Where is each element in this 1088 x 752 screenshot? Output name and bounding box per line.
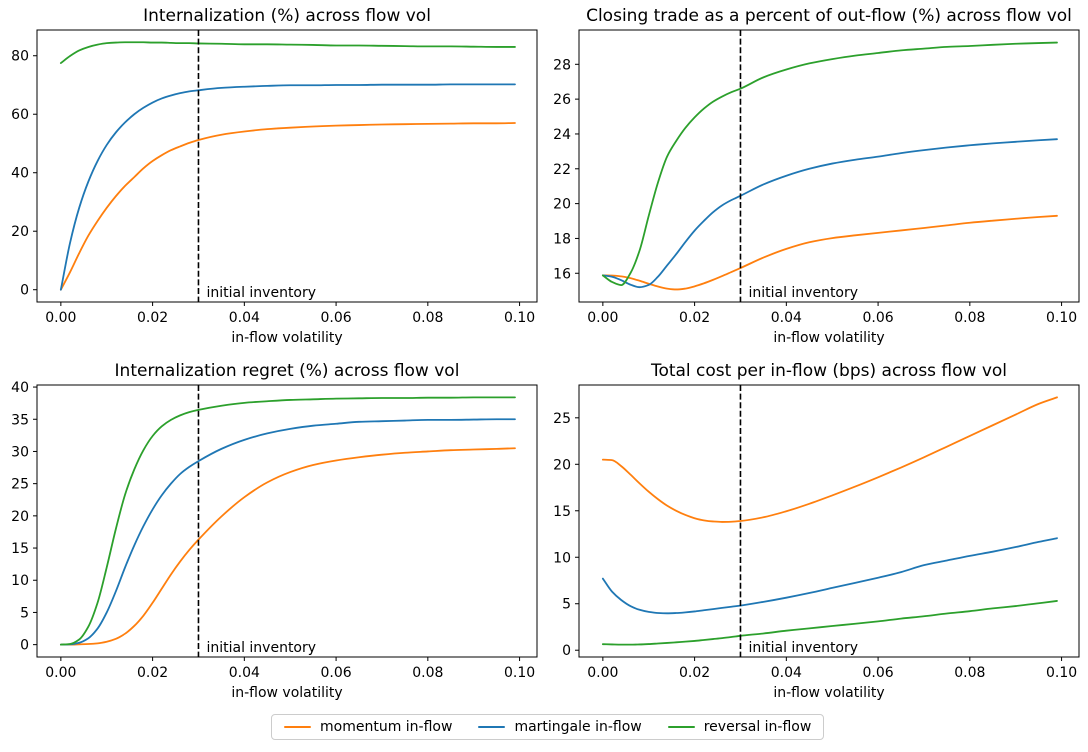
y-tick-label: 0 (20, 283, 29, 299)
y-tick-label: 25 (553, 411, 571, 427)
x-tick-label: 0.06 (862, 665, 893, 681)
x-tick-label: 0.04 (229, 665, 260, 681)
y-tick-label: 40 (11, 380, 29, 396)
legend-item-label: reversal in-flow (703, 719, 812, 735)
y-tick-label: 20 (11, 509, 29, 525)
y-tick-label: 20 (553, 457, 571, 473)
legend-item-label: momentum in-flow (320, 719, 453, 735)
x-tick-label: 0.02 (137, 310, 168, 326)
x-axis-label: in-flow volatility (773, 685, 884, 701)
series-line-reversal-in-flow (601, 600, 1058, 646)
y-tick-label: 5 (20, 605, 29, 621)
x-tick-label: 0.06 (320, 665, 351, 681)
x-tick-label: 0.02 (679, 665, 710, 681)
x-tick-label: 0.02 (679, 310, 710, 326)
subplot-0: Internalization (%) across flow vol in-fl… (11, 6, 538, 346)
y-tick-label: 35 (11, 412, 29, 428)
y-tick-label: 20 (11, 224, 29, 240)
subplot-1: Closing trade as a percent of out-flow (… (553, 6, 1080, 346)
series-line-martingale-in-flow (59, 418, 516, 646)
y-tick-label: 30 (11, 444, 29, 460)
series-line-reversal-in-flow (601, 41, 1058, 287)
x-tick-label: 0.04 (771, 665, 802, 681)
x-tick-label: 0.08 (954, 665, 985, 681)
y-tick-label: 80 (11, 49, 29, 65)
series-line-martingale-in-flow (59, 83, 516, 291)
y-tick-label: 10 (11, 573, 29, 589)
y-tick-label: 28 (553, 57, 571, 73)
x-tick-label: 0.10 (1046, 310, 1077, 326)
vline-annotation: initial inventory (748, 640, 858, 656)
y-tick-label: 26 (553, 92, 571, 108)
x-tick-label: 0.04 (771, 310, 802, 326)
legend-item: martingale in-flow (478, 719, 642, 735)
subplot-2: Internalization regret (%) across flow v… (11, 361, 538, 701)
y-tick-label: 20 (553, 197, 571, 213)
y-tick-label: 0 (562, 643, 571, 659)
x-axis-label: in-flow volatility (231, 330, 342, 346)
vline-annotation: initial inventory (748, 285, 858, 301)
axes-frame (36, 29, 538, 303)
series-line-momentum-in-flow (59, 122, 516, 291)
vline-annotation: initial inventory (206, 640, 316, 656)
x-axis-label: in-flow volatility (231, 685, 342, 701)
y-tick-label: 18 (553, 231, 571, 247)
x-tick-label: 0.10 (504, 665, 535, 681)
y-tick-label: 22 (553, 162, 571, 178)
y-tick-label: 60 (11, 107, 29, 123)
series-line-martingale-in-flow (601, 537, 1058, 615)
x-tick-label: 0.08 (954, 310, 985, 326)
x-tick-label: 0.04 (229, 310, 260, 326)
x-tick-label: 0.00 (45, 310, 76, 326)
series-line-martingale-in-flow (601, 138, 1058, 289)
y-tick-label: 5 (562, 597, 571, 613)
vline-annotation: initial inventory (206, 285, 316, 301)
x-axis-label: in-flow volatility (773, 330, 884, 346)
series-line-reversal-in-flow (59, 41, 516, 64)
legend-line-swatch (284, 725, 311, 729)
x-tick-label: 0.08 (412, 665, 443, 681)
x-tick-label: 0.10 (1046, 665, 1077, 681)
y-tick-label: 40 (11, 166, 29, 182)
x-tick-label: 0.00 (45, 665, 76, 681)
y-tick-label: 15 (553, 504, 571, 520)
series-line-momentum-in-flow (59, 447, 516, 646)
axes-frame (578, 384, 1080, 658)
chart-title: Internalization (%) across flow vol (143, 6, 431, 26)
x-tick-label: 0.06 (862, 310, 893, 326)
x-tick-label: 0.00 (587, 310, 618, 326)
legend-line-swatch (667, 725, 695, 729)
y-tick-label: 16 (553, 266, 571, 282)
chart-title: Closing trade as a percent of out-flow (… (586, 6, 1072, 26)
axes-frame (36, 384, 538, 658)
chart-title: Internalization regret (%) across flow v… (115, 361, 460, 381)
series-line-momentum-in-flow (601, 396, 1058, 523)
x-tick-label: 0.06 (320, 310, 351, 326)
legend: momentum in-flow martingale in-flow revers… (271, 714, 825, 740)
y-tick-label: 24 (553, 127, 571, 143)
y-tick-label: 10 (553, 550, 571, 566)
x-tick-label: 0.02 (137, 665, 168, 681)
y-tick-label: 25 (11, 477, 29, 493)
legend-item-label: martingale in-flow (514, 719, 642, 735)
y-tick-label: 0 (20, 638, 29, 654)
subplot-3: Total cost per in-flow (bps) across flow… (553, 361, 1080, 701)
x-tick-label: 0.10 (504, 310, 535, 326)
legend-item: momentum in-flow (284, 719, 452, 735)
series-line-momentum-in-flow (601, 214, 1058, 291)
chart-title: Total cost per in-flow (bps) across flow… (650, 361, 1007, 381)
y-tick-label: 15 (11, 541, 29, 557)
legend-item: reversal in-flow (667, 719, 812, 735)
x-tick-label: 0.08 (412, 310, 443, 326)
axes-frame (578, 29, 1080, 303)
x-tick-label: 0.00 (587, 665, 618, 681)
series-line-reversal-in-flow (59, 396, 516, 646)
legend-line-swatch (478, 725, 506, 729)
